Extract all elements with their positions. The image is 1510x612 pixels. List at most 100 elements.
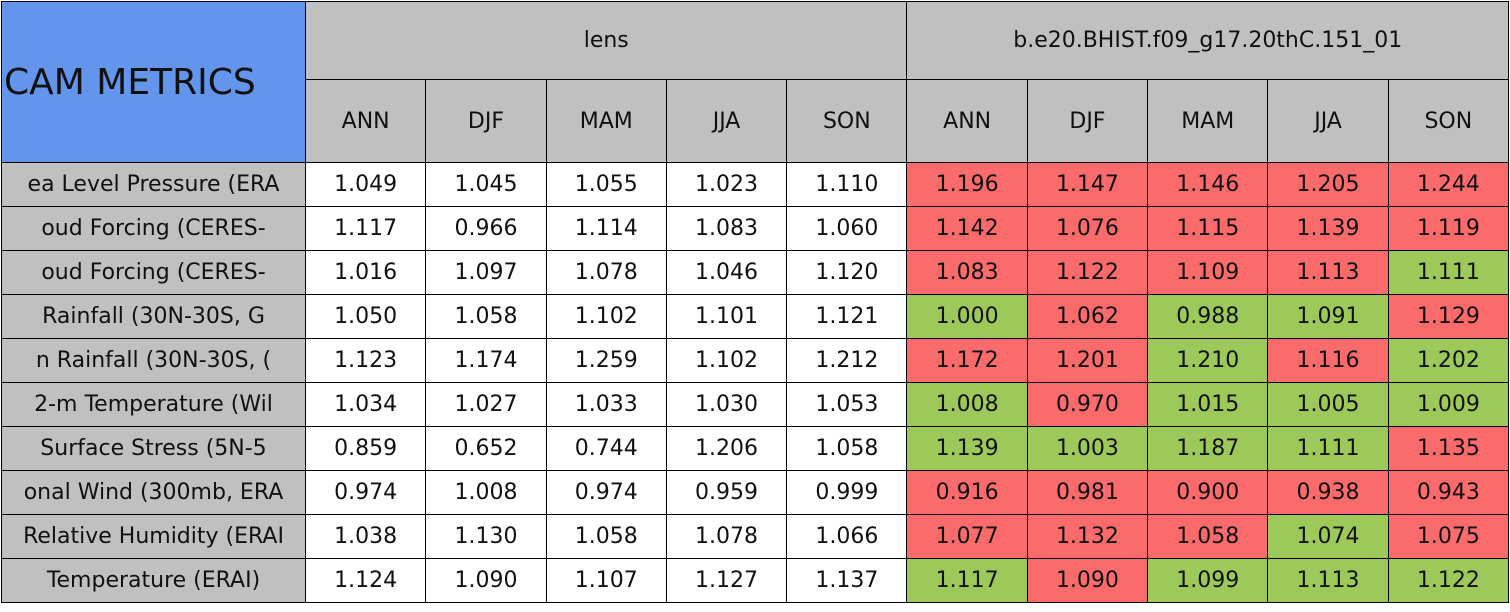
- value-cell: 1.034: [304, 382, 427, 427]
- value-cell: 1.083: [665, 206, 788, 251]
- value-cell: 1.127: [665, 558, 788, 603]
- row-label: oud Forcing (CERES-: [1, 250, 306, 295]
- row-label: Surface Stress (5N-5: [1, 426, 306, 471]
- value-cell: 1.119: [1387, 206, 1510, 251]
- value-cell: 1.083: [906, 250, 1028, 295]
- value-cell: 1.058: [1147, 514, 1269, 559]
- value-cell: 1.205: [1267, 162, 1389, 207]
- value-cell: 1.111: [1267, 426, 1389, 471]
- value-cell: 1.102: [545, 294, 667, 339]
- value-cell: 1.122: [1026, 250, 1149, 295]
- table-row: n Rainfall (30N-30S, (1.123 1.174 1.259 1.1…: [1, 338, 1510, 383]
- value-cell: 1.030: [665, 382, 788, 427]
- value-cell: 1.045: [425, 162, 547, 207]
- value-cell: 1.147: [1026, 162, 1149, 207]
- value-cell: 1.137: [786, 558, 908, 603]
- value-cell: 1.201: [1026, 338, 1149, 383]
- value-cell: 1.107: [545, 558, 667, 603]
- value-cell: 1.109: [1147, 250, 1269, 295]
- row-label: Temperature (ERAI): [1, 558, 306, 603]
- table-row: Rainfall (30N-30S, G 1.050 1.058 1.102 1.101…: [1, 294, 1510, 339]
- value-cell: 1.058: [425, 294, 547, 339]
- value-cell: 1.077: [906, 514, 1028, 559]
- value-cell: 1.053: [786, 382, 908, 427]
- value-cell: 1.121: [786, 294, 908, 339]
- value-cell: 1.078: [545, 250, 667, 295]
- column-header: SON: [786, 79, 908, 163]
- value-cell: 1.008: [425, 470, 547, 515]
- value-cell: 1.111: [1387, 250, 1510, 295]
- column-header: JJA: [665, 79, 788, 163]
- value-cell: 1.259: [545, 338, 667, 383]
- value-cell: 0.970: [1026, 382, 1149, 427]
- column-header: JJA: [1267, 79, 1389, 163]
- value-cell: 1.023: [665, 162, 788, 207]
- value-cell: 1.038: [304, 514, 427, 559]
- column-header: MAM: [545, 79, 667, 163]
- table-row: ea Level Pressure (ERA 1.049 1.045 1.055 1.0…: [1, 162, 1510, 207]
- value-cell: 1.206: [665, 426, 788, 471]
- value-cell: 1.113: [1267, 558, 1389, 603]
- value-cell: 1.008: [906, 382, 1028, 427]
- value-cell: 1.122: [1387, 558, 1510, 603]
- value-cell: 1.210: [1147, 338, 1269, 383]
- value-cell: 1.130: [425, 514, 547, 559]
- value-cell: 1.046: [665, 250, 788, 295]
- value-cell: 1.142: [906, 206, 1028, 251]
- value-cell: 1.110: [786, 162, 908, 207]
- value-cell: 1.117: [304, 206, 427, 251]
- value-cell: 1.000: [906, 294, 1028, 339]
- table-row: oud Forcing (CERES- 1.117 0.966 1.114 1.083 1…: [1, 206, 1510, 251]
- value-cell: 1.066: [786, 514, 908, 559]
- value-cell: 0.959: [665, 470, 788, 515]
- value-cell: 1.049: [304, 162, 427, 207]
- table-row: oud Forcing (CERES- 1.016 1.097 1.078 1.046 1…: [1, 250, 1510, 295]
- value-cell: 1.116: [1267, 338, 1389, 383]
- value-cell: 1.058: [786, 426, 908, 471]
- value-cell: 1.016: [304, 250, 427, 295]
- row-label: Relative Humidity (ERAI: [1, 514, 306, 559]
- value-cell: 0.988: [1147, 294, 1269, 339]
- value-cell: 0.999: [786, 470, 908, 515]
- column-header: DJF: [425, 79, 547, 163]
- value-cell: 1.076: [1026, 206, 1149, 251]
- value-cell: 1.124: [304, 558, 427, 603]
- value-cell: 1.117: [906, 558, 1028, 603]
- value-cell: 1.212: [786, 338, 908, 383]
- value-cell: 0.900: [1147, 470, 1269, 515]
- row-label: ea Level Pressure (ERA: [1, 162, 306, 207]
- table-row: Relative Humidity (ERAI 1.038 1.130 1.058 1.…: [1, 514, 1510, 559]
- value-cell: 1.113: [1267, 250, 1389, 295]
- value-cell: 1.078: [665, 514, 788, 559]
- value-cell: 1.135: [1387, 426, 1510, 471]
- table-title: CAM METRICS: [1, 1, 306, 163]
- value-cell: 0.652: [425, 426, 547, 471]
- table-row: 2-m Temperature (Wil 1.034 1.027 1.033 1.030…: [1, 382, 1510, 427]
- table-row: Surface Stress (5N-5 0.859 0.652 0.744 1.206…: [1, 426, 1510, 471]
- value-cell: 1.202: [1387, 338, 1510, 383]
- value-cell: 1.132: [1026, 514, 1149, 559]
- value-cell: 1.050: [304, 294, 427, 339]
- value-cell: 1.005: [1267, 382, 1389, 427]
- value-cell: 0.916: [906, 470, 1028, 515]
- value-cell: 1.123: [304, 338, 427, 383]
- value-cell: 1.091: [1267, 294, 1389, 339]
- column-header: ANN: [304, 79, 427, 163]
- column-header: MAM: [1147, 79, 1269, 163]
- group-header: b.e20.BHIST.f09_g17.20thC.151_01: [906, 1, 1509, 80]
- value-cell: 1.129: [1387, 294, 1510, 339]
- value-cell: 1.003: [1026, 426, 1149, 471]
- value-cell: 1.033: [545, 382, 667, 427]
- value-cell: 1.062: [1026, 294, 1149, 339]
- value-cell: 0.859: [304, 426, 427, 471]
- value-cell: 1.102: [665, 338, 788, 383]
- table-row: Temperature (ERAI) 1.124 1.090 1.107 1.127 1.…: [1, 558, 1510, 603]
- value-cell: 1.097: [425, 250, 547, 295]
- value-cell: 1.009: [1387, 382, 1510, 427]
- row-label: Rainfall (30N-30S, G: [1, 294, 306, 339]
- row-label: oud Forcing (CERES-: [1, 206, 306, 251]
- value-cell: 0.744: [545, 426, 667, 471]
- value-cell: 0.974: [304, 470, 427, 515]
